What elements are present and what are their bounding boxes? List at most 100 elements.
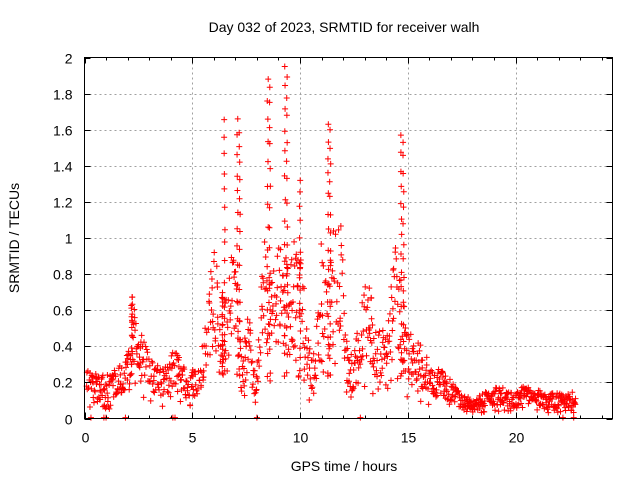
data-point bbox=[400, 321, 407, 328]
data-point bbox=[403, 332, 410, 339]
data-point bbox=[399, 333, 406, 340]
data-point bbox=[390, 265, 397, 272]
data-point bbox=[266, 274, 273, 281]
data-point bbox=[383, 360, 390, 367]
data-point bbox=[157, 366, 164, 373]
data-point bbox=[276, 267, 283, 274]
data-point bbox=[569, 389, 576, 396]
data-point bbox=[253, 386, 260, 393]
data-point bbox=[256, 344, 263, 351]
data-point bbox=[463, 408, 470, 415]
data-point bbox=[323, 288, 330, 295]
data-point bbox=[128, 344, 135, 351]
data-point bbox=[400, 241, 407, 248]
data-point bbox=[289, 337, 296, 344]
data-point bbox=[450, 381, 457, 388]
data-point bbox=[559, 414, 566, 421]
data-point bbox=[280, 287, 287, 294]
data-point bbox=[225, 352, 232, 359]
data-point bbox=[378, 356, 385, 363]
data-point bbox=[167, 377, 174, 384]
data-point bbox=[236, 143, 243, 150]
data-point bbox=[266, 244, 273, 251]
tick-labels: 00.20.40.60.811.21.41.61.820 5 10 15 20 bbox=[53, 51, 524, 446]
data-point bbox=[326, 345, 333, 352]
data-point bbox=[104, 371, 111, 378]
data-point bbox=[398, 269, 405, 276]
data-point bbox=[300, 340, 307, 347]
data-point bbox=[281, 218, 288, 225]
data-point bbox=[237, 345, 244, 352]
data-point bbox=[283, 324, 290, 331]
data-point bbox=[241, 382, 248, 389]
data-point bbox=[142, 343, 149, 350]
x-tick-label: 0 bbox=[82, 430, 90, 446]
y-tick-label: 1 bbox=[65, 231, 73, 247]
data-point bbox=[297, 354, 304, 361]
data-point bbox=[525, 384, 532, 391]
data-point bbox=[400, 357, 407, 364]
data-point bbox=[236, 159, 243, 166]
data-point bbox=[284, 242, 291, 249]
data-point bbox=[329, 267, 336, 274]
data-point bbox=[266, 204, 273, 211]
data-point bbox=[346, 378, 353, 385]
data-point bbox=[400, 139, 407, 146]
data-point bbox=[267, 183, 274, 190]
data-point bbox=[366, 325, 373, 332]
data-point bbox=[341, 355, 348, 362]
data-point bbox=[219, 289, 226, 296]
data-point bbox=[230, 257, 237, 264]
data-point bbox=[308, 385, 315, 392]
data-point bbox=[391, 298, 398, 305]
data-point bbox=[374, 373, 381, 380]
data-point bbox=[88, 385, 95, 392]
data-point bbox=[192, 371, 199, 378]
data-point bbox=[434, 392, 441, 399]
data-point bbox=[137, 359, 144, 366]
data-point bbox=[357, 414, 364, 421]
data-point bbox=[154, 362, 161, 369]
data-point bbox=[297, 217, 304, 224]
data-point bbox=[87, 414, 94, 421]
data-point bbox=[549, 396, 556, 403]
data-point bbox=[257, 349, 264, 356]
data-point bbox=[389, 305, 396, 312]
data-point bbox=[129, 294, 136, 301]
data-point bbox=[274, 284, 281, 291]
data-point bbox=[363, 352, 370, 359]
data-point bbox=[281, 373, 288, 380]
data-point bbox=[341, 310, 348, 317]
data-point bbox=[285, 314, 292, 321]
data-point bbox=[476, 405, 483, 412]
data-point bbox=[194, 385, 201, 392]
data-point bbox=[422, 372, 429, 379]
data-point bbox=[275, 339, 282, 346]
data-point bbox=[306, 365, 313, 372]
data-point bbox=[525, 387, 532, 394]
data-point bbox=[326, 178, 333, 185]
data-point bbox=[343, 389, 350, 396]
data-point bbox=[423, 362, 430, 369]
data-point bbox=[327, 334, 334, 341]
data-point bbox=[234, 335, 241, 342]
data-point bbox=[344, 345, 351, 352]
data-point bbox=[433, 386, 440, 393]
data-point bbox=[122, 364, 129, 371]
data-point bbox=[269, 303, 276, 310]
data-point bbox=[545, 409, 552, 416]
data-point bbox=[274, 253, 281, 260]
data-point bbox=[355, 380, 362, 387]
data-point bbox=[192, 381, 199, 388]
data-point bbox=[445, 391, 452, 398]
data-point bbox=[288, 256, 295, 263]
data-point bbox=[284, 139, 291, 146]
data-point bbox=[117, 371, 124, 378]
data-point bbox=[400, 287, 407, 294]
data-point bbox=[337, 315, 344, 322]
data-point bbox=[240, 378, 247, 385]
data-point bbox=[296, 307, 303, 314]
data-point bbox=[346, 370, 353, 377]
data-point bbox=[320, 333, 327, 340]
